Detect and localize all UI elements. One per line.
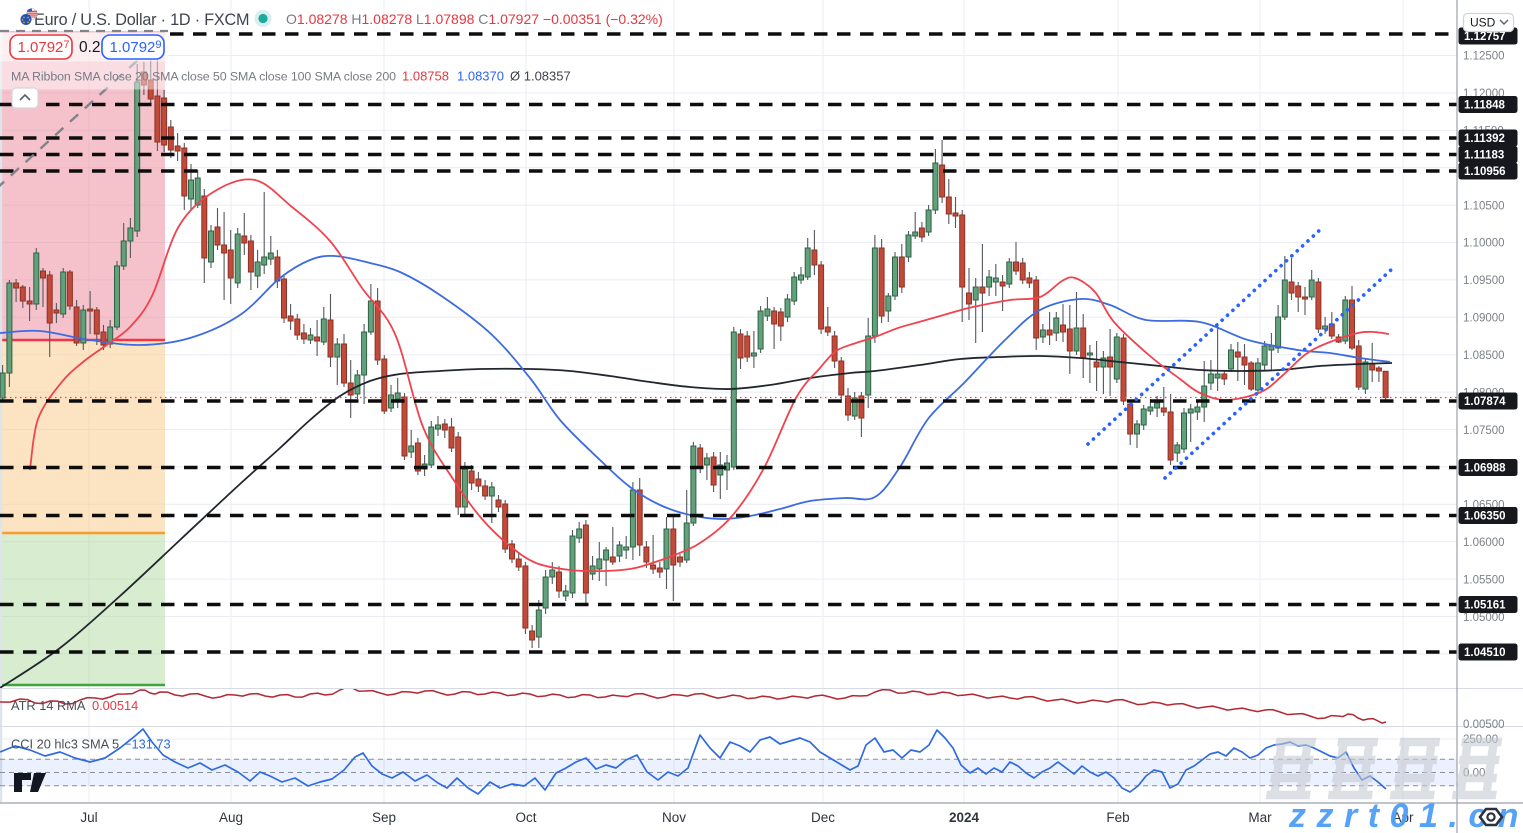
svg-text:0.00500: 0.00500 (1463, 719, 1505, 731)
svg-text:Feb: Feb (1106, 810, 1129, 825)
svg-text:1.07500: 1.07500 (1463, 425, 1505, 437)
svg-text:1.10000: 1.10000 (1463, 238, 1505, 250)
svg-text:−131.73: −131.73 (124, 737, 171, 752)
svg-text:1.04510: 1.04510 (1464, 647, 1506, 659)
svg-text:Mar: Mar (1248, 810, 1272, 825)
svg-text:1.11392: 1.11392 (1464, 133, 1505, 145)
svg-text:1.07927: 1.07927 (18, 39, 70, 56)
svg-text:1.10500: 1.10500 (1463, 200, 1505, 212)
svg-text:Apr: Apr (1392, 810, 1414, 825)
svg-text:Aug: Aug (219, 810, 243, 825)
svg-text:Oct: Oct (515, 810, 536, 825)
svg-text:Ø 1.08357: Ø 1.08357 (510, 69, 571, 84)
svg-text:1.08500: 1.08500 (1463, 350, 1505, 362)
svg-text:1.06350: 1.06350 (1464, 511, 1506, 523)
svg-text:1.08370: 1.08370 (457, 69, 504, 84)
svg-text:1.11848: 1.11848 (1464, 100, 1506, 112)
svg-text:1.08758: 1.08758 (402, 69, 449, 84)
svg-text:1.07874: 1.07874 (1464, 396, 1506, 408)
svg-text:Nov: Nov (662, 810, 686, 825)
svg-text:1.05500: 1.05500 (1463, 574, 1505, 586)
svg-text:CCI 20 hlc3 SMA 5: CCI 20 hlc3 SMA 5 (11, 737, 119, 752)
svg-text:1.05000: 1.05000 (1463, 612, 1505, 624)
svg-text:ATR 14 RMA: ATR 14 RMA (11, 698, 86, 713)
svg-text:Jul: Jul (80, 810, 97, 825)
svg-text:1.12500: 1.12500 (1463, 51, 1505, 63)
svg-text:Sep: Sep (372, 810, 396, 825)
svg-text:1.11183: 1.11183 (1464, 150, 1504, 162)
svg-text:USD: USD (1470, 16, 1496, 30)
svg-text:1.10956: 1.10956 (1464, 166, 1506, 178)
svg-text:1.06000: 1.06000 (1463, 537, 1505, 549)
svg-text:Euro / U.S. Dollar · 1D · FXCM: Euro / U.S. Dollar · 1D · FXCM (34, 11, 249, 29)
svg-text:1.07929: 1.07929 (110, 39, 162, 56)
svg-text:0.00514: 0.00514 (92, 698, 138, 713)
svg-text:1.12757: 1.12757 (1464, 31, 1506, 43)
svg-text:1.06988: 1.06988 (1464, 463, 1506, 475)
svg-text:1.09500: 1.09500 (1463, 275, 1505, 287)
svg-text:MA Ribbon SMA close 20 SMA clo: MA Ribbon SMA close 20 SMA close 50 SMA … (11, 70, 396, 84)
svg-text:1.05161: 1.05161 (1464, 600, 1506, 612)
svg-text:Dec: Dec (811, 810, 835, 825)
svg-text:O1.08278 H1.08278 L1.07898: O1.08278 H1.08278 L1.07898 C1.07927 −0.0… (286, 11, 663, 27)
svg-text:2024: 2024 (949, 810, 980, 825)
svg-text:1.09000: 1.09000 (1463, 313, 1505, 325)
svg-text:0.2: 0.2 (79, 39, 101, 56)
